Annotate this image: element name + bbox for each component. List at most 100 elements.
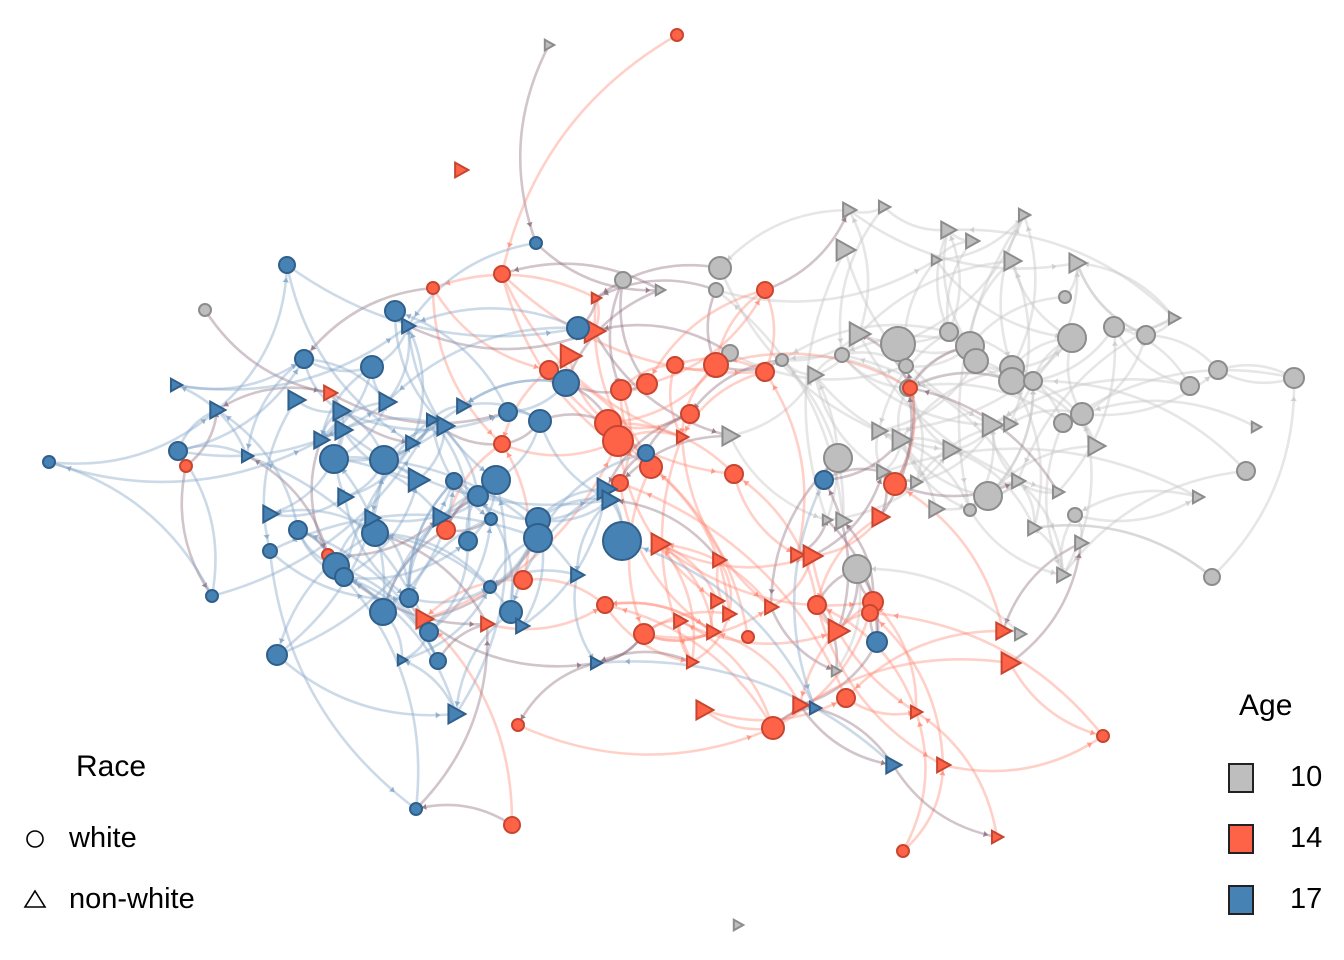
node-non-white — [456, 396, 473, 416]
edge-arrowhead — [292, 369, 298, 375]
edge — [769, 605, 838, 673]
node-non-white — [673, 611, 690, 631]
node-white — [611, 474, 629, 492]
node-white — [1236, 461, 1256, 481]
edge-arrowhead — [753, 591, 759, 597]
edge-arrowhead — [680, 656, 686, 663]
node-white — [666, 356, 684, 374]
node-white — [973, 481, 1003, 511]
node-white — [503, 816, 521, 834]
edge-arrowhead — [827, 608, 833, 615]
edge-arrowhead — [920, 382, 926, 389]
node-non-white — [764, 597, 781, 617]
edge — [658, 542, 696, 664]
node-white — [741, 630, 755, 644]
edge — [564, 288, 662, 385]
node-white — [484, 512, 498, 526]
edge — [180, 464, 214, 598]
edge-arrowhead — [1051, 263, 1057, 270]
edge — [645, 288, 767, 386]
edge — [619, 278, 649, 386]
edge-arrowhead — [201, 582, 207, 588]
node-white — [1180, 376, 1200, 396]
edge-arrowhead — [830, 701, 837, 708]
edge-arrowhead — [922, 751, 928, 757]
edge-arrowhead — [357, 593, 363, 600]
edge — [176, 357, 306, 453]
edge — [262, 398, 298, 553]
age-14-swatch — [1228, 824, 1254, 854]
node-white — [670, 28, 684, 42]
edge-arrowhead — [592, 608, 598, 615]
edge-arrowhead — [893, 612, 899, 620]
node-non-white — [396, 653, 410, 667]
node-non-white — [407, 466, 432, 494]
edge — [500, 442, 531, 582]
node-white — [963, 503, 977, 517]
node-non-white — [821, 513, 835, 527]
edge — [593, 296, 653, 469]
edge-arrowhead — [533, 363, 539, 370]
edge — [906, 382, 1065, 425]
edge — [732, 472, 799, 557]
edge — [1008, 541, 1083, 665]
edge-arrowhead — [897, 698, 904, 704]
edge-arrowhead — [734, 369, 740, 376]
edge — [855, 567, 1022, 636]
edge-arrowhead — [479, 465, 485, 472]
edge — [268, 549, 411, 601]
edge-arrowhead — [768, 589, 775, 594]
edge — [422, 578, 525, 621]
node-non-white — [871, 505, 892, 529]
edge — [1061, 469, 1248, 577]
edge — [986, 379, 1035, 498]
node-white — [294, 349, 314, 369]
edge-arrowhead — [323, 431, 329, 437]
edge-arrowhead — [371, 505, 378, 511]
edge-arrowhead — [695, 618, 702, 624]
edge-arrowhead — [454, 701, 461, 707]
edge-arrowhead — [520, 714, 527, 720]
node-non-white — [909, 704, 925, 720]
edge-arrowhead — [1290, 396, 1297, 402]
edge — [400, 585, 492, 662]
edge — [899, 438, 972, 512]
edge-arrowhead — [484, 640, 491, 646]
edge — [840, 353, 1020, 483]
node-non-white — [790, 545, 807, 565]
node-white — [756, 281, 774, 299]
node-non-white — [1250, 420, 1264, 434]
edge — [660, 435, 694, 664]
node-white — [708, 256, 732, 280]
edge-arrowhead — [665, 550, 671, 557]
edge-arrowhead — [1111, 341, 1119, 346]
node-white — [399, 588, 419, 608]
edge-arrowhead — [849, 601, 854, 608]
edge — [603, 603, 775, 730]
edge-arrowhead — [635, 616, 642, 622]
edge — [847, 208, 870, 336]
edge-arrowhead — [1024, 457, 1031, 463]
edge — [485, 603, 607, 631]
edge-arrowhead — [1029, 389, 1037, 395]
node-white — [963, 348, 989, 374]
edge — [427, 539, 470, 634]
edge-arrowhead — [1086, 742, 1093, 748]
edge — [534, 241, 662, 292]
edge — [1080, 368, 1220, 417]
edge-arrowhead — [909, 393, 916, 399]
edge-arrowhead — [385, 338, 391, 344]
node-non-white — [936, 755, 953, 775]
edge-arrowhead — [390, 427, 397, 433]
edge-arrowhead — [939, 770, 946, 776]
edge — [618, 434, 732, 485]
edge — [1073, 489, 1200, 517]
edge — [877, 336, 1074, 433]
node-white — [998, 367, 1026, 395]
node-non-white — [432, 505, 453, 529]
edge — [500, 439, 620, 457]
edge-arrowhead — [546, 330, 551, 337]
edge-arrowhead — [819, 384, 825, 391]
edge-arrowhead — [399, 384, 406, 390]
node-non-white — [401, 316, 418, 336]
